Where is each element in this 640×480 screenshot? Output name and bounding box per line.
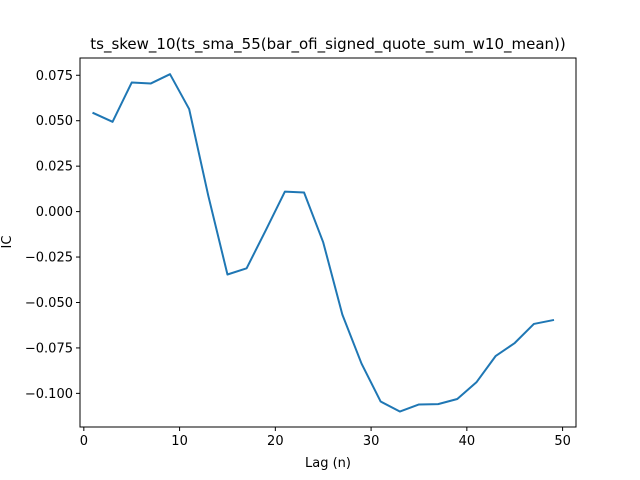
y-tick-label: 0.050	[36, 114, 73, 129]
x-tick-label: 20	[267, 434, 284, 449]
plot-series	[92, 73, 555, 413]
y-tick-label: 0.025	[36, 160, 73, 175]
y-tick-label: 0.075	[36, 69, 73, 84]
y-tick-label: −0.100	[25, 387, 73, 402]
y-axis-label: IC	[0, 236, 15, 249]
x-tick-label: 10	[171, 434, 188, 449]
x-tick-label: 40	[459, 434, 476, 449]
x-tick-label: 30	[363, 434, 380, 449]
series-line	[92, 73, 555, 413]
x-tick-label: 0	[80, 434, 88, 449]
x-axis-label: Lag (n)	[305, 456, 351, 471]
x-axis-ticks: 0 10 20 30 40 50	[80, 427, 571, 449]
y-tick-label: −0.075	[25, 341, 73, 356]
x-tick-label: 50	[554, 434, 571, 449]
y-tick-label: −0.050	[25, 296, 73, 311]
plot-area-frame	[79, 57, 577, 428]
chart-title: ts_skew_10(ts_sma_55(bar_ofi_signed_quot…	[90, 35, 565, 54]
y-tick-label: 0.000	[36, 205, 73, 220]
y-tick-label: −0.025	[25, 251, 73, 266]
y-axis-ticks: 0.075 0.050 0.025 0.000 −0.025 −0.050 −0.075 −0…	[25, 69, 80, 402]
